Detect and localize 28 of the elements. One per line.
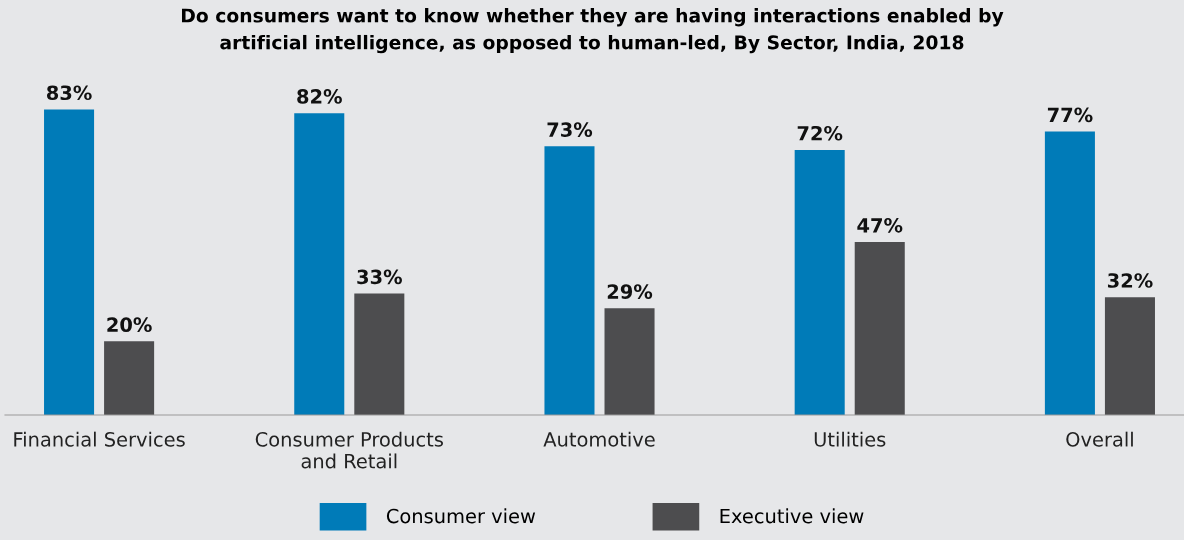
data-label: 29% — [607, 284, 653, 299]
bar — [294, 113, 345, 415]
x-tick-label: Automotive — [543, 431, 655, 447]
data-label: 47% — [857, 217, 903, 233]
chart-title: Do consumers want to know whether they are having interactions enabled by artificial intelligence, as opposed to human-led, By Sector, India, 2018 — [181, 8, 1004, 54]
data-label: 82% — [297, 89, 342, 104]
legend-label: Consumer view — [386, 508, 536, 524]
x-tick-label: Consumer Products and Retail — [255, 431, 443, 469]
data-label: 20% — [107, 317, 152, 333]
bar — [354, 293, 405, 415]
x-tick-label: Overall — [1066, 431, 1133, 447]
legend-label: Executive view — [720, 508, 864, 524]
bar — [854, 241, 905, 415]
bar — [104, 341, 155, 415]
data-label: 77% — [1047, 107, 1093, 123]
bar — [544, 146, 595, 415]
data-label: 72% — [797, 125, 843, 141]
x-tick-label: Utilities — [814, 431, 886, 447]
data-label: 32% — [1107, 273, 1153, 288]
bar — [1044, 131, 1095, 415]
bar — [794, 149, 845, 415]
bar — [1104, 297, 1155, 415]
bar — [44, 109, 95, 415]
data-label: 73% — [547, 122, 593, 137]
data-label: 83% — [46, 85, 92, 101]
x-tick-label: Financial Services — [14, 431, 185, 447]
bar — [604, 308, 655, 415]
data-label: 33% — [357, 269, 402, 285]
